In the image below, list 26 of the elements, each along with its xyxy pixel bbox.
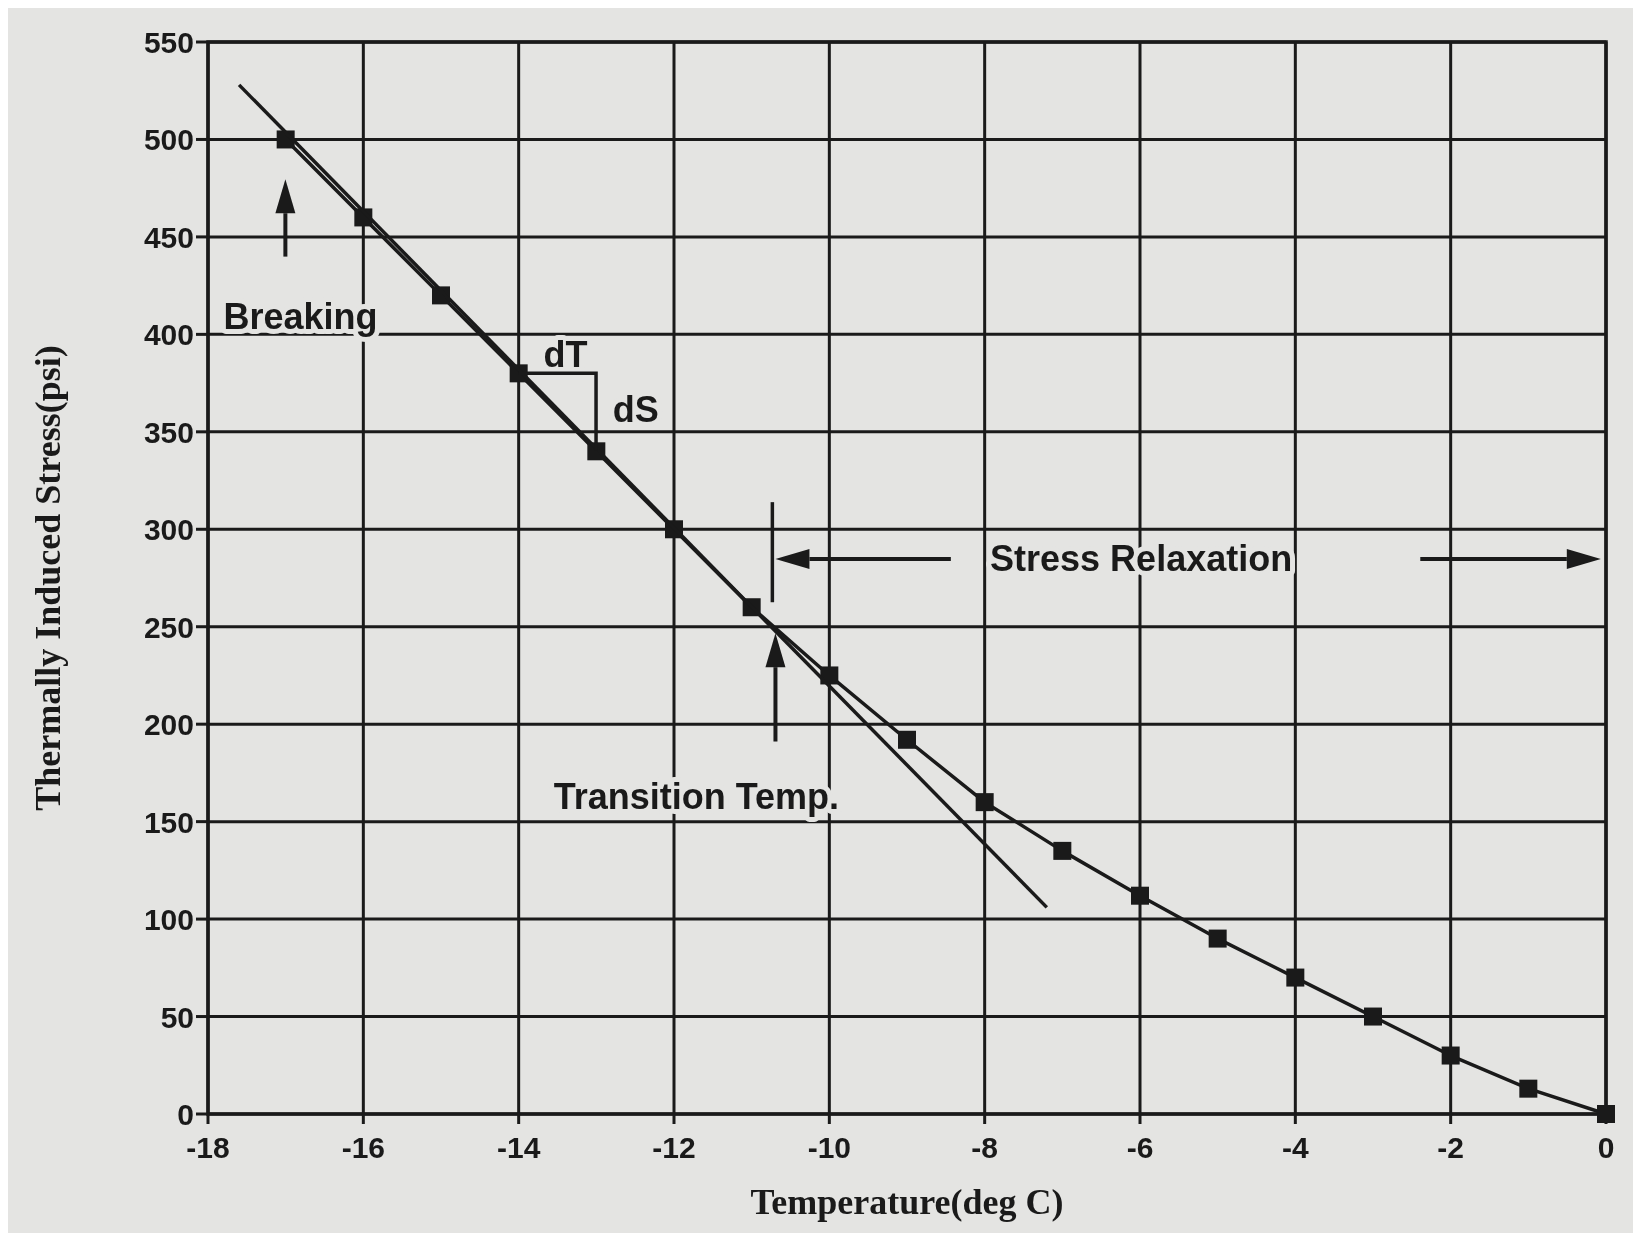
y-tick-label: 300 — [143, 513, 194, 547]
x-tick-label: -12 — [652, 1131, 696, 1164]
y-tick-label: 550 — [143, 26, 194, 59]
y-tick-label: 0 — [177, 1098, 194, 1131]
y-tick-label: 450 — [143, 220, 194, 254]
x-axis-title: Temperature(deg C) — [750, 1182, 1064, 1222]
y-tick-label: 500 — [143, 123, 194, 157]
x-tick-label: 0 — [1597, 1131, 1615, 1164]
x-tick-label: -8 — [971, 1131, 999, 1164]
y-tick-label: 250 — [143, 610, 194, 644]
y-axis-title: Thermally Induced Stress(psi) — [28, 345, 68, 811]
x-tick-label: -4 — [1281, 1131, 1309, 1164]
x-tick-label: -2 — [1437, 1131, 1465, 1164]
x-tick-label: -18 — [186, 1131, 230, 1164]
x-tick-label: -10 — [807, 1131, 852, 1164]
x-tick-label: -16 — [341, 1131, 386, 1164]
annotation: dT — [543, 334, 588, 376]
y-tick-label: 150 — [143, 805, 194, 839]
y-tick-label: 100 — [143, 903, 194, 937]
y-tick-label: 350 — [143, 415, 194, 449]
y-tick-label: 200 — [143, 708, 194, 742]
y-tick-label: 400 — [143, 318, 194, 352]
y-tick-label: 50 — [160, 1000, 194, 1034]
annotation: dS — [612, 389, 659, 431]
x-tick-label: -14 — [496, 1131, 541, 1164]
x-tick-label: -6 — [1126, 1131, 1154, 1164]
